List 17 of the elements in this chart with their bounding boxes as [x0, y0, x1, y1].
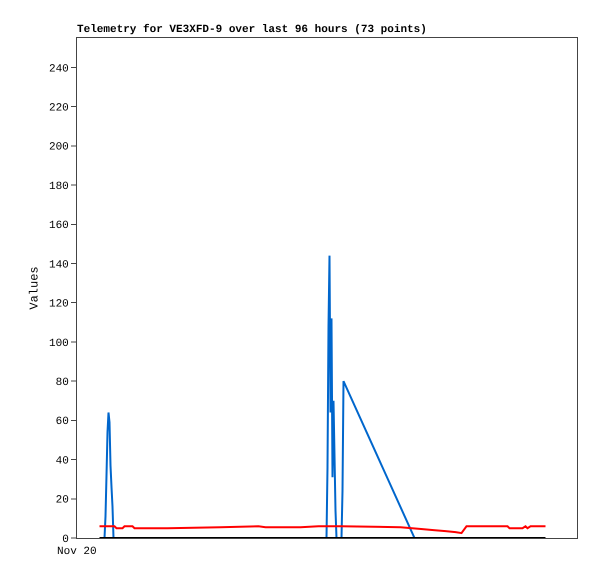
- y-tick-label: 100: [48, 338, 69, 350]
- y-tick-label: 40: [56, 455, 69, 468]
- y-axis-title: Values: [27, 266, 42, 310]
- y-tick-label: 80: [56, 376, 69, 389]
- y-tick-label: 180: [48, 180, 69, 193]
- chart-title: Telemetry for VE3XFD-9 over last 96 hours (73 points): [77, 23, 427, 36]
- y-tick-label: 20: [56, 494, 69, 507]
- text: Nov 20: [57, 546, 97, 558]
- line-series: [98, 525, 546, 534]
- y-tick-label: 220: [48, 102, 69, 114]
- y-tick-label: 60: [56, 416, 69, 428]
- y-tick-label: 140: [48, 259, 69, 272]
- y-tick-label: 0: [62, 534, 69, 546]
- y-tick-label: 200: [48, 142, 69, 154]
- y-tick-label: 160: [48, 220, 69, 232]
- y-tick-label: 120: [48, 298, 69, 311]
- y-tick-label: 240: [48, 63, 69, 76]
